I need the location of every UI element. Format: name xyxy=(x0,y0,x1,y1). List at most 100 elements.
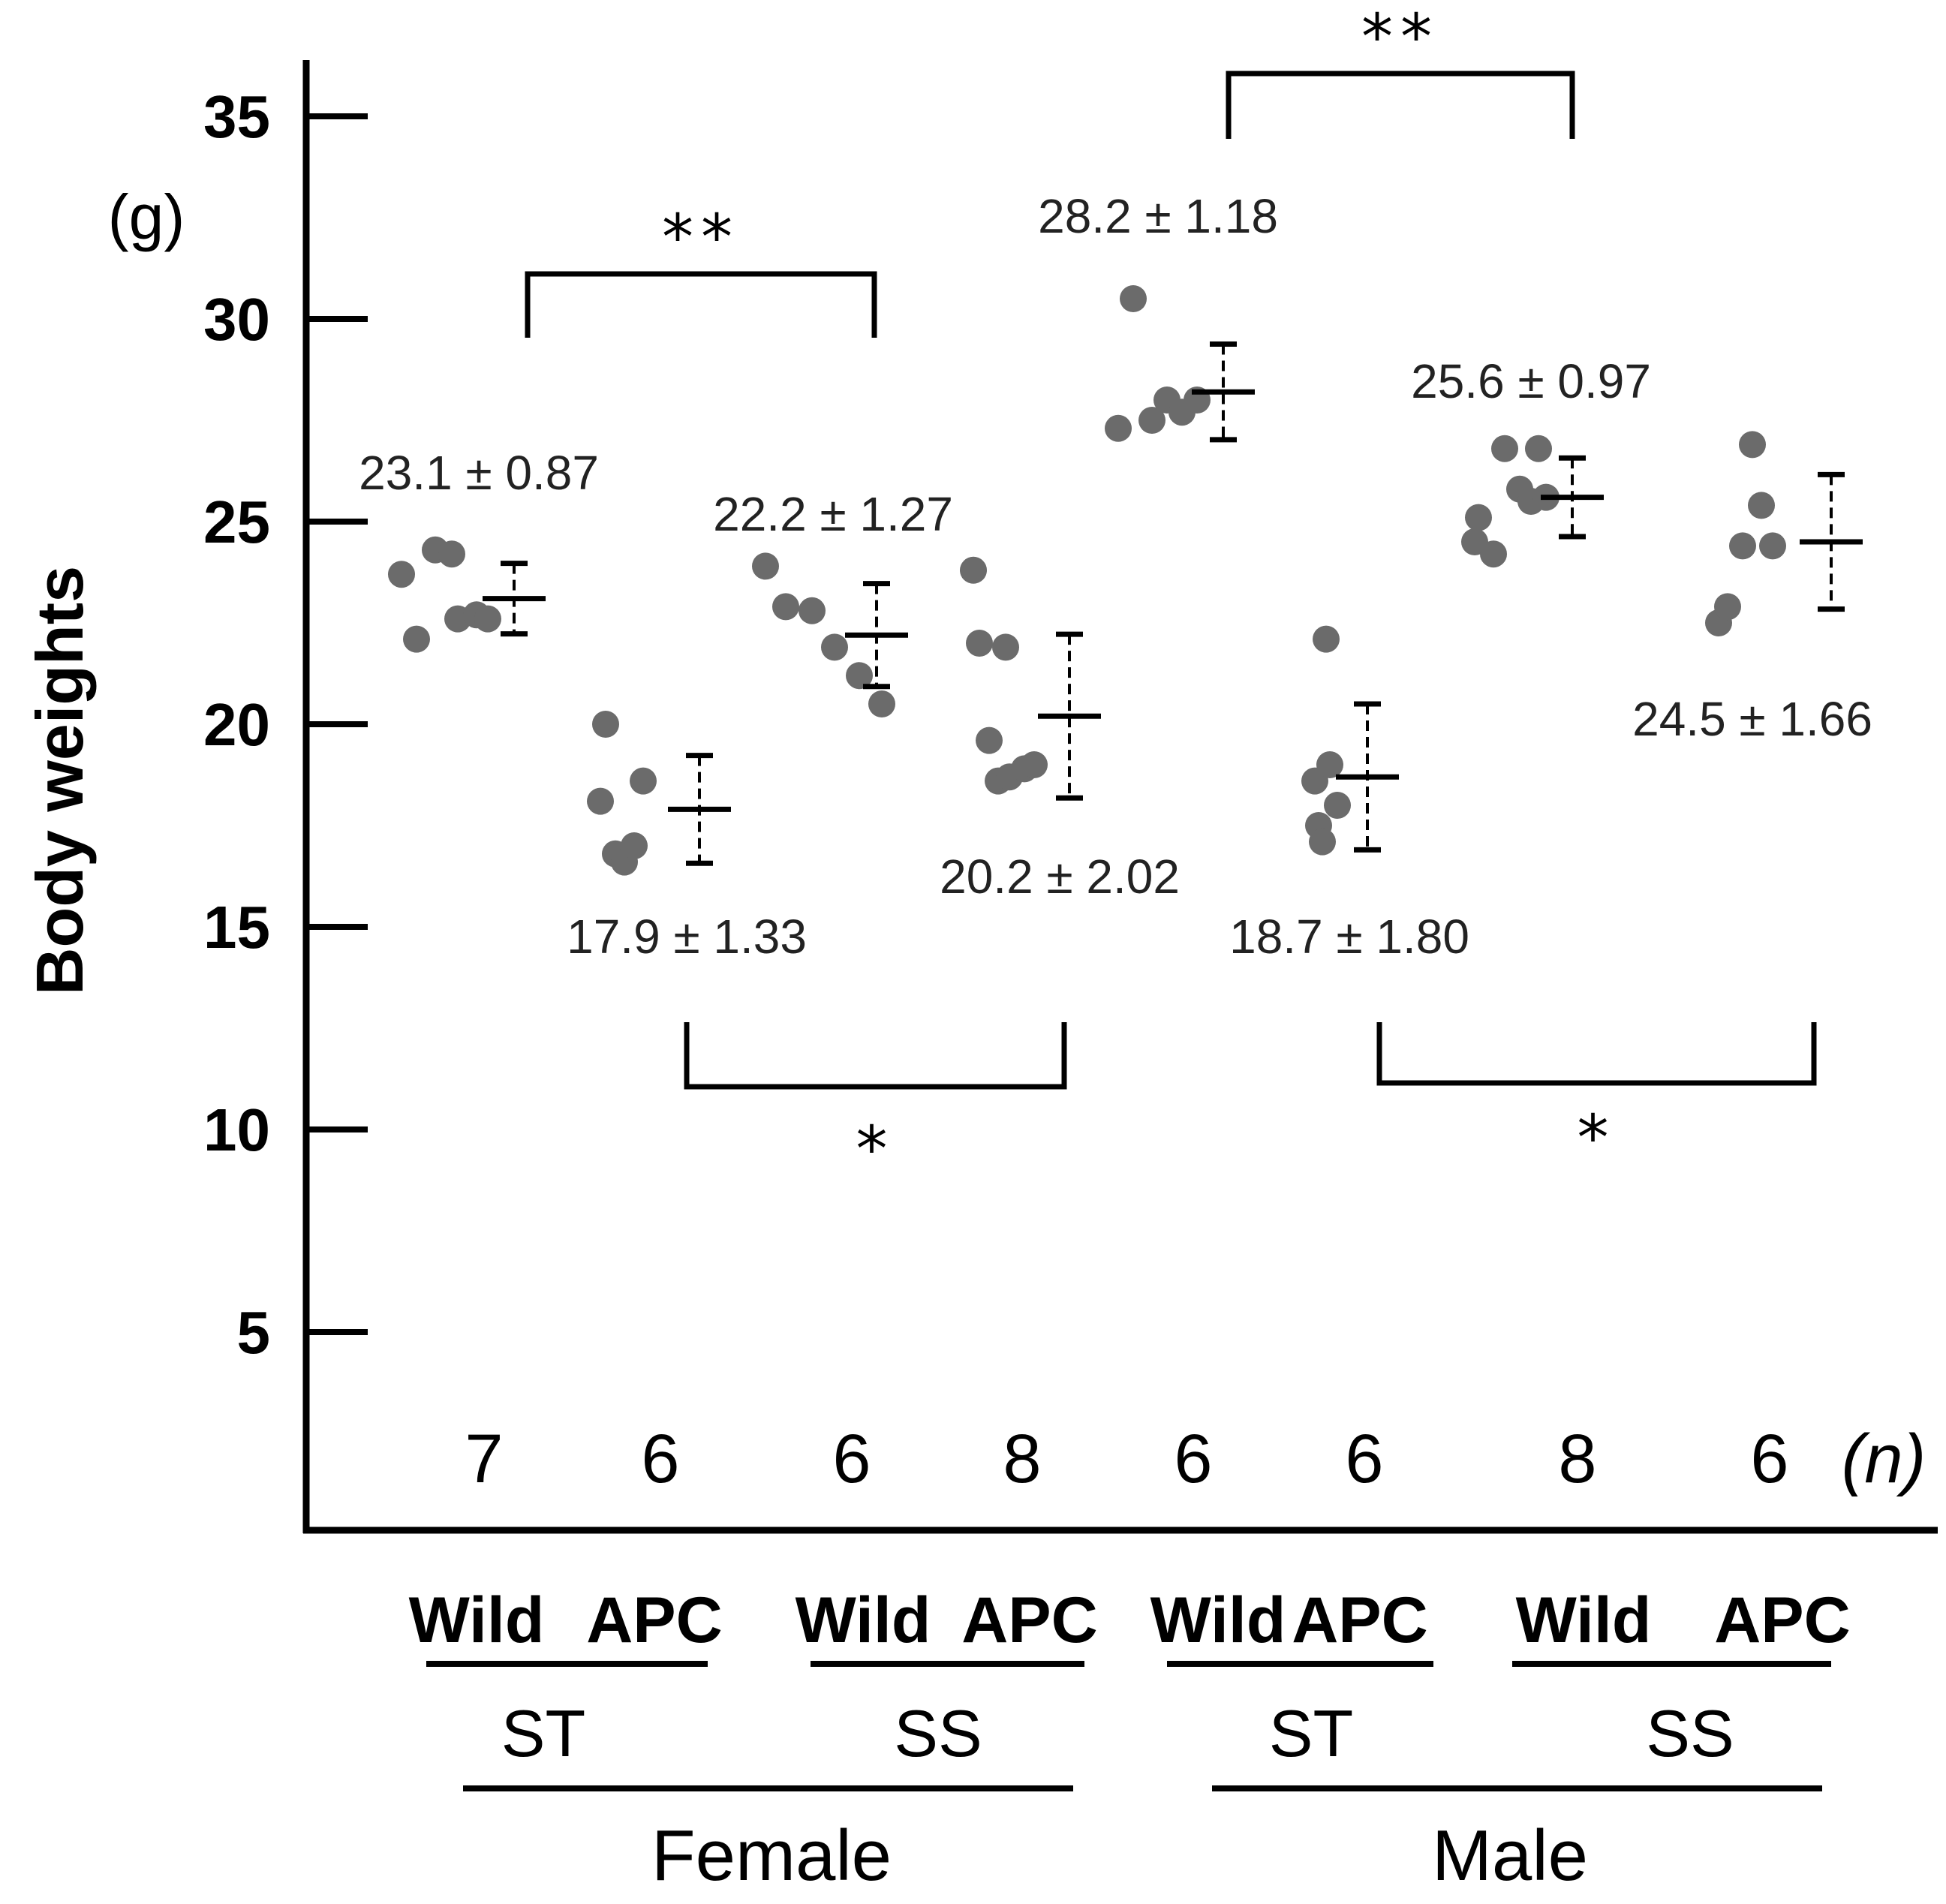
sample-size: 6 xyxy=(641,1421,679,1497)
significance-asterisks: * xyxy=(856,1112,895,1186)
n-suffix: (n) xyxy=(1842,1421,1926,1497)
mean-sd-label: 24.5 ± 1.66 xyxy=(1632,692,1872,746)
data-point xyxy=(438,540,465,568)
axes: 5 10 15 20 25 30 35 Body weights (g) xyxy=(23,60,1938,1534)
sample-size: 6 xyxy=(832,1421,871,1497)
bracket-line xyxy=(1376,1022,1817,1086)
genotype-label: APC xyxy=(586,1584,723,1656)
genotype-label: Wild xyxy=(1516,1584,1652,1656)
diet-label: SS xyxy=(1646,1696,1734,1770)
data-point xyxy=(388,561,415,588)
data-point xyxy=(1759,532,1786,560)
group-female-st-apc: 17.9 ± 1.33 xyxy=(567,711,807,964)
data-point xyxy=(1324,792,1351,819)
bracket-line xyxy=(684,1022,1067,1090)
significance-brackets: ***** * xyxy=(525,0,1817,1186)
diet-label: ST xyxy=(1269,1696,1353,1770)
y-tick-label: 5 xyxy=(237,1299,271,1366)
data-point xyxy=(1120,285,1147,312)
data-point xyxy=(630,767,657,795)
sample-size: 8 xyxy=(1558,1421,1596,1497)
genotype-label: APC xyxy=(1714,1584,1851,1656)
data-point xyxy=(1465,504,1492,531)
data-point xyxy=(1313,625,1340,653)
data-point xyxy=(821,633,848,661)
data-point xyxy=(1748,492,1775,519)
sample-size: 7 xyxy=(465,1421,503,1497)
mean-sd-label: 17.9 ± 1.33 xyxy=(567,910,807,964)
data-point xyxy=(868,690,895,717)
sample-size: 8 xyxy=(1003,1421,1041,1497)
sex-label: Female xyxy=(651,1815,892,1896)
mean-sd-label: 23.1 ± 0.87 xyxy=(359,446,599,500)
genotype-label: Wild xyxy=(796,1584,931,1656)
group-female-ss-apc: 20.2 ± 2.02 xyxy=(940,556,1180,904)
group-female-ss-wild: 22.2 ± 1.27 xyxy=(713,487,953,717)
data-point xyxy=(1739,431,1766,459)
significance-bracket: * xyxy=(684,1022,1067,1186)
mean-sd-label: 25.6 ± 0.97 xyxy=(1411,354,1651,408)
y-tick-label: 25 xyxy=(203,489,270,555)
data-point xyxy=(752,552,779,580)
y-axis-title: Body weights xyxy=(23,566,97,995)
group-male-ss-wild: 25.6 ± 0.97 xyxy=(1411,354,1651,568)
data-point xyxy=(592,711,619,738)
significance-bracket: * xyxy=(1376,1022,1817,1175)
bracket-line xyxy=(1226,71,1575,139)
data-point xyxy=(1309,828,1336,856)
significance-asterisks: * xyxy=(1578,1101,1617,1175)
mean-sd-label: 18.7 ± 1.80 xyxy=(1229,910,1469,964)
genotype-label: Wild xyxy=(409,1584,545,1656)
diet-label: ST xyxy=(501,1696,585,1770)
mean-sd-label: 28.2 ± 1.18 xyxy=(1038,189,1278,243)
data-groups: 23.1 ± 0.87 17.9 ± 1.33 22.2 ± 1.27 20.2 ± … xyxy=(359,189,1872,964)
data-point xyxy=(587,787,614,815)
data-point xyxy=(799,597,826,624)
sample-size: 6 xyxy=(1174,1421,1212,1497)
y-tick-label: 35 xyxy=(203,83,270,150)
data-point xyxy=(846,662,873,690)
group-female-st-wild: 23.1 ± 0.87 xyxy=(359,446,599,653)
sex-label: Male xyxy=(1432,1815,1588,1896)
data-point xyxy=(1729,532,1756,560)
diet-label: SS xyxy=(894,1696,982,1770)
sample-size-row: (n) 7 6 6 8 6 6 8 6 xyxy=(465,1421,1926,1497)
mean-sd-label: 20.2 ± 2.02 xyxy=(940,850,1180,904)
data-point xyxy=(772,593,799,621)
mean-sd-label: 22.2 ± 1.27 xyxy=(713,487,953,541)
data-point xyxy=(960,556,987,584)
y-tick-label: 20 xyxy=(203,691,270,758)
significance-bracket: ** xyxy=(525,200,877,338)
y-tick-label: 15 xyxy=(203,894,270,961)
significance-asterisks: ** xyxy=(1361,0,1439,74)
sample-size: 6 xyxy=(1345,1421,1383,1497)
data-point xyxy=(992,633,1019,661)
group-male-st-apc: 18.7 ± 1.80 xyxy=(1229,625,1469,964)
genotype-label: APC xyxy=(961,1584,1098,1656)
data-point xyxy=(1491,435,1518,462)
significance-asterisks: ** xyxy=(662,200,740,274)
data-point xyxy=(474,605,501,633)
group-male-st-wild: 28.2 ± 1.18 xyxy=(1038,189,1278,443)
sample-size: 6 xyxy=(1750,1421,1788,1497)
y-tick-label: 30 xyxy=(203,286,270,353)
y-axis-unit: (g) xyxy=(108,182,185,252)
group-male-ss-apc: 24.5 ± 1.66 xyxy=(1632,431,1872,746)
y-tick-label: 10 xyxy=(203,1096,270,1163)
data-point xyxy=(621,832,648,859)
data-point xyxy=(403,625,430,653)
data-point xyxy=(1021,751,1048,778)
data-point xyxy=(1525,435,1552,462)
data-point xyxy=(1138,407,1165,434)
bracket-line xyxy=(525,271,877,338)
significance-bracket: ** xyxy=(1226,0,1575,139)
data-point xyxy=(966,630,993,657)
genotype-label: Wild xyxy=(1150,1584,1286,1656)
genotype-label: APC xyxy=(1292,1584,1428,1656)
data-point xyxy=(1480,540,1507,568)
y-ticks: 5 10 15 20 25 30 35 xyxy=(203,83,368,1366)
data-point xyxy=(976,726,1003,754)
data-point xyxy=(1714,593,1741,621)
